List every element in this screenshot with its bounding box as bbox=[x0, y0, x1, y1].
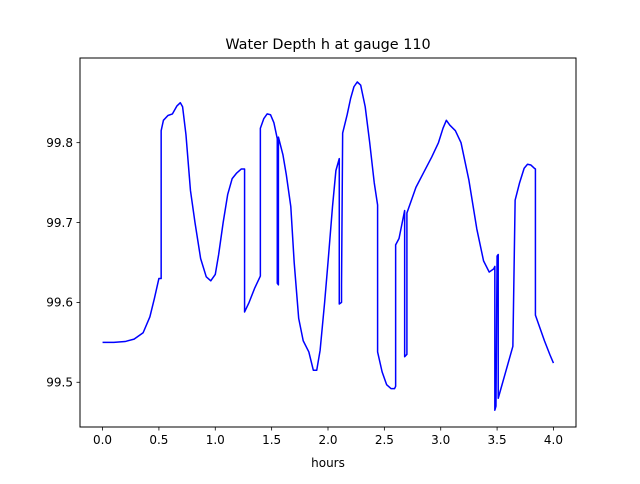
y-tick-label: 99.8 bbox=[46, 136, 73, 150]
chart-title: Water Depth h at gauge 110 bbox=[225, 37, 430, 53]
x-tick-label: 3.5 bbox=[488, 433, 507, 447]
x-tick-label: 0.0 bbox=[93, 433, 112, 447]
plot-area bbox=[102, 81, 555, 411]
x-tick-label: 4.0 bbox=[544, 433, 563, 447]
x-tick-label: 0.5 bbox=[149, 433, 168, 447]
y-tick-label: 99.5 bbox=[46, 376, 73, 390]
x-tick-label: 3.0 bbox=[431, 433, 450, 447]
x-tick-label: 1.0 bbox=[206, 433, 225, 447]
x-tick-label: 2.0 bbox=[318, 433, 337, 447]
y-axis-ticks: 99.5 99.6 99.7 99.8 bbox=[46, 136, 80, 390]
y-tick-label: 99.6 bbox=[46, 296, 73, 310]
series-line-0 bbox=[102, 81, 555, 411]
x-tick-label: 1.5 bbox=[262, 433, 281, 447]
x-axis-ticks: 0.0 0.5 1.0 1.5 2.0 2.5 3.0 3.5 4.0 bbox=[93, 427, 563, 447]
y-tick-label: 99.7 bbox=[46, 216, 73, 230]
x-tick-label: 2.5 bbox=[375, 433, 394, 447]
x-axis-label: hours bbox=[311, 456, 345, 470]
axes-frame bbox=[79, 57, 577, 428]
